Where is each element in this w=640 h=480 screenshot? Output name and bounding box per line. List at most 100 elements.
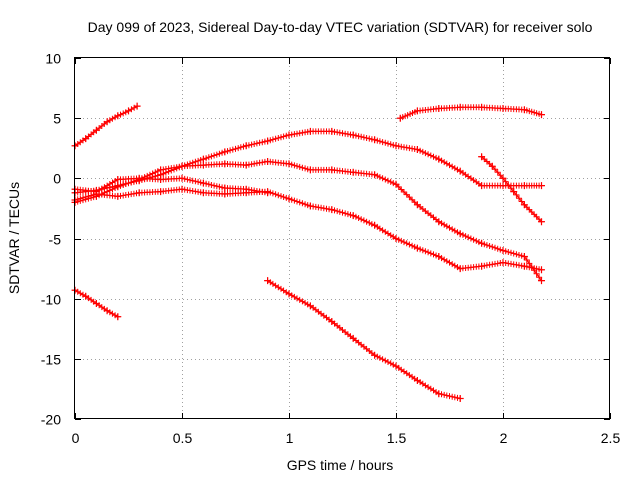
data-point (328, 206, 336, 214)
y-axis-title: SDTVAR / TECUs (6, 182, 22, 294)
data-point (199, 189, 207, 197)
data-point (328, 166, 336, 174)
data-point (413, 201, 421, 209)
data-point (82, 292, 90, 300)
y-tick-label: 10 (45, 51, 61, 67)
y-tick-label: -10 (41, 292, 61, 308)
data-point (242, 185, 250, 193)
axis-ticks (75, 58, 611, 420)
data-point (520, 253, 528, 260)
data-point (349, 131, 357, 139)
data-point (221, 148, 229, 156)
series-layer (71, 102, 545, 402)
data-point (456, 230, 464, 238)
data-point (456, 103, 464, 111)
data-point (285, 131, 293, 139)
data-point (199, 161, 207, 169)
data-point (328, 318, 336, 325)
data-point (538, 218, 545, 226)
data-point (285, 290, 293, 298)
data-point (435, 218, 443, 226)
data-point (538, 182, 545, 190)
data-point (92, 188, 100, 196)
data-point (82, 135, 90, 143)
data-point (538, 277, 545, 285)
data-point (306, 127, 314, 135)
data-point (538, 266, 545, 274)
data-point (413, 107, 421, 115)
data-point (435, 390, 443, 398)
data-point (133, 102, 141, 110)
data-point (114, 112, 122, 120)
data-point (478, 182, 486, 190)
data-point (435, 253, 443, 260)
data-point (199, 179, 207, 187)
y-tick-label: -20 (41, 412, 61, 428)
data-point (178, 174, 186, 182)
data-point (499, 182, 507, 190)
data-point (349, 334, 357, 342)
series-arc-4 (71, 158, 545, 285)
data-point (478, 103, 486, 111)
data-point (392, 142, 400, 150)
data-point (264, 189, 272, 197)
data-point (135, 189, 143, 197)
data-point (456, 167, 464, 175)
data-point (499, 174, 507, 182)
data-point (499, 247, 507, 254)
data-point (520, 262, 528, 270)
data-point (306, 302, 314, 310)
data-point (392, 180, 400, 188)
data-point (520, 201, 528, 209)
x-tick-label: 2 (500, 430, 508, 446)
data-point (478, 239, 486, 247)
y-tick-label: 5 (53, 111, 61, 127)
data-point (520, 106, 528, 114)
data-point (285, 160, 293, 168)
data-point (199, 155, 207, 163)
x-tick-label: 1.5 (387, 430, 407, 446)
series-arc-9 (264, 277, 464, 402)
data-point (435, 155, 443, 163)
y-tick-label: -5 (49, 232, 62, 248)
data-point (392, 362, 400, 370)
data-point (221, 190, 229, 198)
data-point (114, 313, 122, 321)
data-point (488, 162, 496, 170)
data-point (125, 107, 132, 115)
axis-tick-labels: 0 0.5 1 1.5 2 2.5 10 5 0 -5 -10 -15 -20 (41, 51, 621, 447)
data-point (92, 300, 100, 307)
data-point (499, 105, 507, 112)
data-point (103, 118, 111, 126)
data-point (510, 188, 518, 196)
data-point (221, 184, 229, 192)
data-point (456, 395, 464, 402)
y-tick-label: 0 (53, 171, 61, 187)
data-point (157, 188, 165, 196)
data-point (114, 183, 122, 191)
data-point (242, 161, 250, 169)
data-point (371, 171, 379, 179)
x-tick-label: 0 (72, 430, 80, 446)
plot-frame (74, 57, 610, 419)
data-point (349, 212, 357, 220)
data-point (538, 111, 545, 119)
chart-title: Day 099 of 2023, Sidereal Day-to-day VTE… (88, 19, 593, 35)
x-tick-label: 2.5 (601, 430, 621, 446)
data-point (285, 195, 293, 203)
data-point (92, 126, 100, 134)
data-point (478, 262, 486, 270)
data-point (349, 168, 357, 176)
data-point (157, 176, 165, 183)
data-point (306, 202, 314, 210)
data-point (413, 146, 421, 153)
x-tick-label: 0.5 (173, 430, 193, 446)
data-point (221, 160, 229, 168)
data-point (392, 235, 400, 242)
data-point (114, 192, 122, 200)
data-point (264, 277, 272, 285)
data-point (135, 174, 143, 182)
data-point (103, 307, 111, 315)
data-point (264, 158, 272, 165)
